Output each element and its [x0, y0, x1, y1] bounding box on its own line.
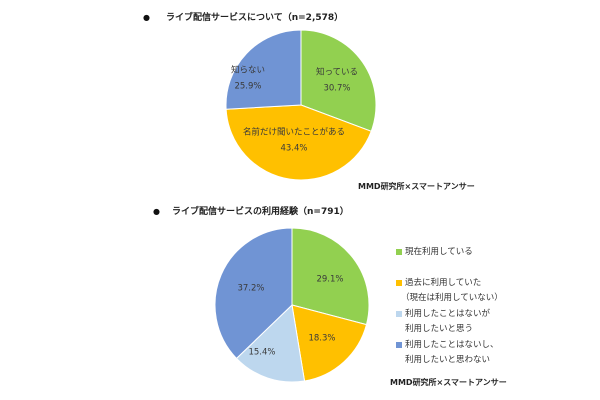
- legend-label-continued: （現在は利用していない）: [401, 293, 503, 303]
- pie2-slice-4-value-label: 37.2%: [237, 284, 264, 294]
- pie1-slice-3: [225, 29, 302, 110]
- pie1-slice-1: [300, 29, 377, 132]
- chart1-source-credit: MMD研究所×スマートアンサー: [358, 182, 475, 191]
- chart1-bullet: ●: [143, 13, 150, 22]
- chart2-bullet: ●: [153, 207, 160, 216]
- pie1-slice-3-category-label: 知らない: [231, 65, 265, 76]
- pie-chart-2: 29.1% 18.3% 15.4% 37.2%: [214, 227, 370, 383]
- pie2-slice-1: [291, 227, 370, 326]
- pie1-slice-3-value-label: 25.9%: [234, 82, 261, 92]
- legend-label: 利用したことはないし、: [405, 340, 499, 350]
- legend-label: 現在利用している: [405, 247, 473, 257]
- chart2-source-credit: MMD研究所×スマートアンサー: [390, 378, 507, 387]
- pie2-slice-3: [235, 303, 306, 383]
- pie1-slice-1-category-label: 知っている: [316, 67, 358, 78]
- legend-label: 利用したことはないが: [405, 309, 491, 319]
- pie1-slice-2: [225, 104, 372, 181]
- pie2-slice-2: [291, 304, 368, 382]
- legend-label: 過去に利用していた: [405, 278, 482, 288]
- pie1-slice-2-value-label: 43.4%: [280, 144, 307, 154]
- pie2-slice-1-value-label: 29.1%: [316, 275, 343, 285]
- legend-label-continued: 利用したいと思う: [405, 324, 474, 334]
- pie2-slice-4: [214, 227, 293, 360]
- legend-swatch-green: [396, 249, 402, 255]
- pie1-slice-1-value-label: 30.7%: [323, 84, 350, 94]
- pie2-slice-3-value-label: 15.4%: [248, 348, 275, 358]
- legend-swatch-light-blue: [396, 311, 402, 317]
- pie1-slice-2-category-label: 名前だけ聞いたことがある: [243, 127, 345, 138]
- pie-chart-1: 知っている 30.7% 名前だけ聞いたことがある 43.4% 知らない 25.9%: [225, 29, 377, 181]
- chart1-title: ライブ配信サービスについて（n=2,578）: [166, 13, 344, 23]
- pie2-slice-2-value-label: 18.3%: [308, 334, 335, 344]
- legend-label-continued: 利用したいと思わない: [405, 355, 491, 365]
- chart2-title: ライブ配信サービスの利用経験（n=791）: [172, 207, 349, 217]
- legend-swatch-blue: [396, 342, 402, 348]
- legend-swatch-orange: [396, 280, 402, 286]
